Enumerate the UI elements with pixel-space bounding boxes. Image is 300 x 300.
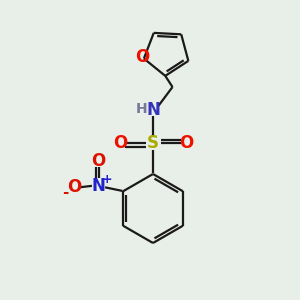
- Text: S: S: [147, 134, 159, 152]
- Text: H: H: [136, 102, 147, 116]
- Text: N: N: [92, 177, 106, 195]
- Text: O: O: [92, 152, 106, 170]
- Text: N: N: [147, 101, 160, 119]
- Text: +: +: [102, 173, 112, 186]
- Text: O: O: [67, 178, 81, 196]
- Text: O: O: [113, 134, 127, 152]
- Text: O: O: [179, 134, 193, 152]
- Text: -: -: [62, 185, 69, 200]
- Text: O: O: [135, 48, 149, 66]
